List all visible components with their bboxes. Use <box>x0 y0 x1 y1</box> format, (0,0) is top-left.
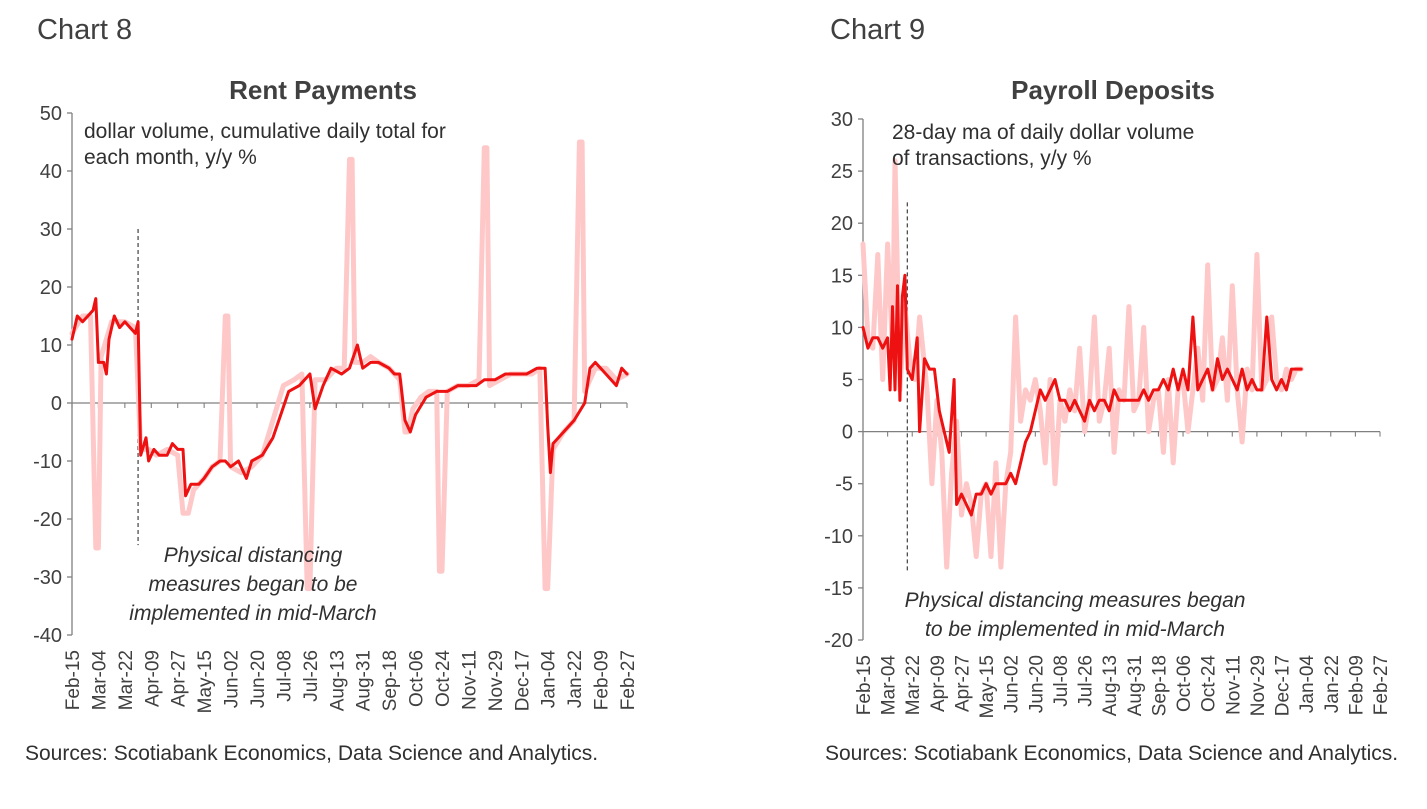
main-series-line <box>70 297 629 498</box>
x-tick-label: Nov-29 <box>1248 655 1269 716</box>
y-tick-label: 20 <box>40 277 62 299</box>
chart-label: Chart 8 <box>37 14 133 46</box>
x-tick-label: Jun-20 <box>248 650 269 708</box>
x-tick-label: Jun-02 <box>1002 655 1023 713</box>
x-tick-label: Feb-09 <box>1346 655 1367 715</box>
x-tick-label: Jan-04 <box>539 650 560 709</box>
chart-note-line: dollar volume, cumulative daily total fo… <box>84 120 446 143</box>
y-tick-label: -10 <box>33 451 62 473</box>
x-tick-label: Mar-22 <box>903 655 924 715</box>
x-tick-label: Oct-24 <box>1199 655 1220 712</box>
x-tick-label: Nov-29 <box>486 650 507 711</box>
y-tick-label: 0 <box>51 393 62 415</box>
x-tick-label: Jun-02 <box>222 650 243 708</box>
chart-title: Rent Payments <box>229 75 417 105</box>
x-tick-label: May-15 <box>195 650 216 713</box>
main-series-line <box>861 273 1303 517</box>
y-tick-label: 50 <box>40 103 62 125</box>
y-tick-label: -30 <box>33 567 62 589</box>
x-tick-label: Feb-09 <box>592 650 613 710</box>
x-tick-label: Oct-24 <box>433 650 454 707</box>
y-tick-label: 25 <box>831 161 853 183</box>
x-tick-label: Mar-04 <box>89 650 110 711</box>
x-tick-label: Jul-26 <box>301 650 322 702</box>
x-tick-label: Jan-22 <box>565 650 586 708</box>
y-tick-label: -40 <box>33 625 62 647</box>
chart-title: Payroll Deposits <box>1011 75 1215 105</box>
y-tick-label: 0 <box>842 422 853 444</box>
x-tick-label: Aug-13 <box>327 650 348 711</box>
x-tick-label: Feb-15 <box>63 650 84 710</box>
x-tick-label: Feb-27 <box>1371 655 1392 715</box>
background-series-line <box>860 158 1304 570</box>
chart-note-line: 28-day ma of daily dollar volume <box>892 121 1194 144</box>
chart-label: Chart 9 <box>830 14 926 46</box>
y-tick-label: -15 <box>824 578 853 600</box>
chart-8-panel: Chart 8 Rent Payments -40 -30 -20 -10 0 10 20 30… <box>0 0 700 809</box>
x-tick-label: Feb-15 <box>854 655 875 715</box>
x-tick-label: Aug-13 <box>1100 655 1121 716</box>
event-annotation-line: implemented in mid-March <box>129 602 376 625</box>
event-annotation-line: measures began to be <box>149 573 358 596</box>
x-tick-label: Sep-18 <box>380 650 401 711</box>
x-tick-label: Sep-18 <box>1149 655 1170 716</box>
event-annotation-line: to be implemented in mid-March <box>925 618 1225 641</box>
x-tick-label: Apr-09 <box>928 655 949 712</box>
y-tick-label: -5 <box>835 474 853 496</box>
y-tick-label: 30 <box>831 109 853 131</box>
x-tick-label: Jul-08 <box>1051 655 1072 707</box>
event-annotation-line: Physical distancing <box>164 544 343 567</box>
y-tick-label: -10 <box>824 526 853 548</box>
x-tick-label: Oct-06 <box>1174 655 1195 712</box>
source-note: Sources: Scotiabank Economics, Data Scie… <box>25 742 599 765</box>
x-tick-label: Dec-17 <box>512 650 533 711</box>
y-tick-label: 20 <box>831 213 853 235</box>
payroll-deposits-chart: Payroll Deposits -20 -15 -10 -5 0 5 10 15 20 25 30 F… <box>824 75 1392 718</box>
x-tick-label: Aug-31 <box>1125 655 1146 716</box>
y-tick-label: 10 <box>831 317 853 339</box>
x-tick-label: Mar-04 <box>879 655 900 716</box>
x-tick-label: Mar-22 <box>116 650 137 710</box>
chart-note-line: of transactions, y/y % <box>892 147 1092 170</box>
rent-payments-chart: Rent Payments -40 -30 -20 -10 0 10 20 30 40 50 Feb-… <box>33 75 639 713</box>
chart-note-line: each month, y/y % <box>84 146 257 169</box>
y-tick-label: 15 <box>831 265 853 287</box>
y-tick-label: 5 <box>842 370 853 392</box>
y-tick-label: 30 <box>40 219 62 241</box>
source-note: Sources: Scotiabank Economics, Data Scie… <box>825 742 1399 765</box>
x-tick-label: Apr-27 <box>952 655 973 712</box>
y-tick-label: 10 <box>40 335 62 357</box>
x-tick-label: Jun-20 <box>1026 655 1047 713</box>
x-tick-label: Aug-31 <box>354 650 375 711</box>
x-tick-label: Feb-27 <box>618 650 639 710</box>
y-tick-label: -20 <box>33 509 62 531</box>
x-tick-label: Jan-22 <box>1322 655 1343 713</box>
x-tick-label: Oct-06 <box>407 650 428 707</box>
x-tick-label: May-15 <box>977 655 998 718</box>
x-tick-label: Nov-11 <box>459 650 480 710</box>
x-tick-label: Jul-26 <box>1076 655 1097 707</box>
chart-9-panel: Chart 9 Payroll Deposits -20 -15 -10 -5 0 5 10 1… <box>790 0 1427 809</box>
x-tick-label: Apr-27 <box>169 650 190 707</box>
x-tick-label: Jul-08 <box>274 650 295 702</box>
event-annotation-line: Physical distancing measures began <box>905 589 1246 612</box>
x-tick-label: Apr-09 <box>142 650 163 707</box>
y-tick-label: -20 <box>824 630 853 652</box>
y-tick-label: 40 <box>40 161 62 183</box>
x-tick-label: Jan-04 <box>1297 655 1318 714</box>
x-tick-label: Nov-11 <box>1223 655 1244 715</box>
background-series-line <box>69 139 630 592</box>
x-tick-label: Dec-17 <box>1273 655 1294 716</box>
